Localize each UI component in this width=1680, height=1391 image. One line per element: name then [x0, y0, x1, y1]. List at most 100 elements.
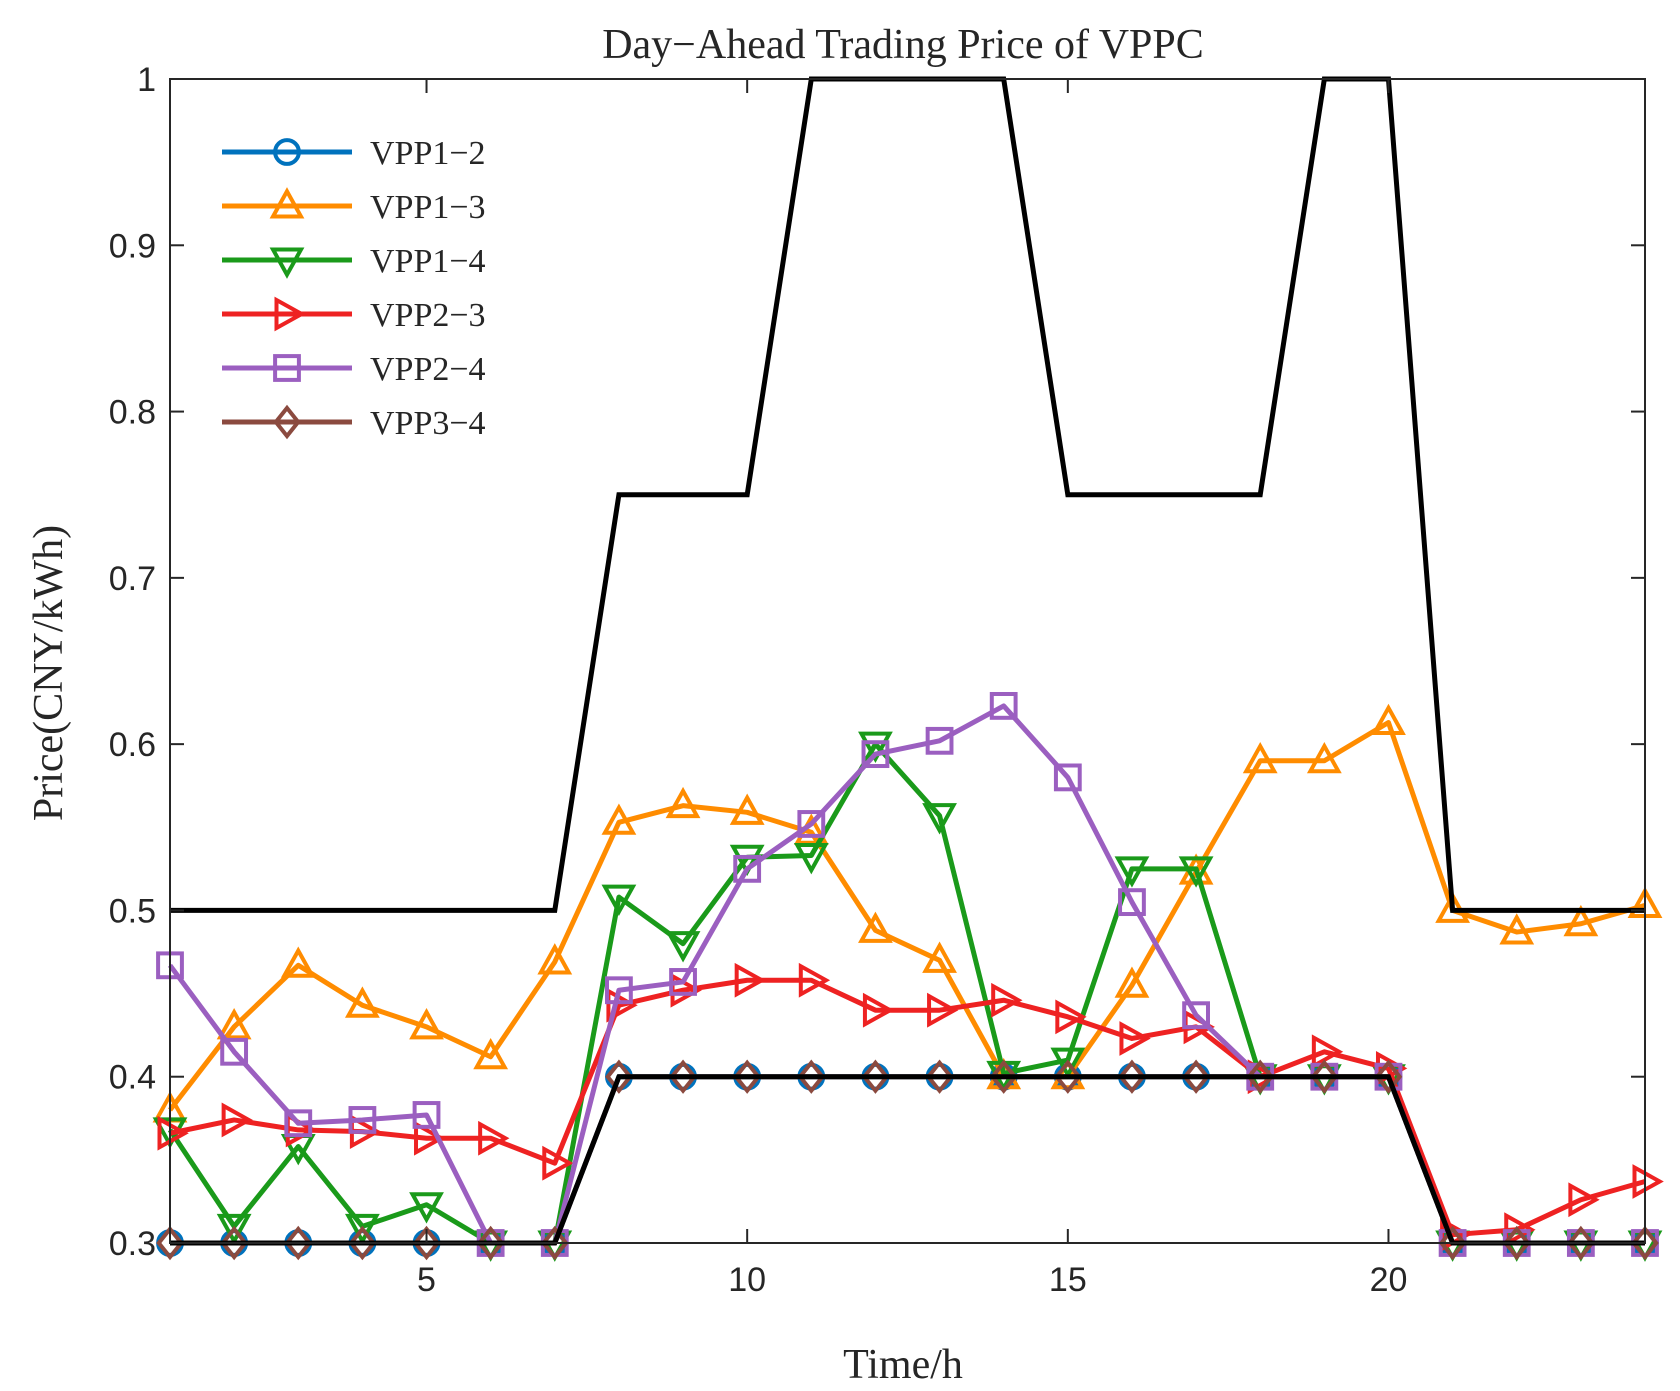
data-point	[1178, 856, 1214, 888]
data-point	[537, 943, 573, 975]
x-tick-label: 20	[1370, 1261, 1408, 1299]
data-point	[541, 1225, 569, 1261]
data-point	[476, 1225, 505, 1261]
legend-item: VPP1−2	[222, 135, 486, 172]
data-point	[409, 1192, 444, 1224]
data-point	[220, 1037, 249, 1066]
legend-marker	[273, 404, 301, 440]
data-point	[414, 1120, 446, 1156]
data-point	[216, 1008, 252, 1040]
data-point	[989, 691, 1018, 720]
data-point	[348, 1106, 377, 1134]
legend-item: VPP1−4	[222, 243, 486, 280]
data-point	[348, 1225, 377, 1261]
y-tick-label: 0.9	[109, 227, 156, 265]
legend-item: VPP2−3	[222, 296, 486, 334]
legend-marker	[273, 354, 301, 382]
data-point	[478, 1120, 510, 1156]
data-point	[729, 844, 765, 877]
legend-marker	[274, 296, 306, 332]
data-point	[542, 1145, 574, 1181]
legend-item: VPP3−4	[222, 404, 486, 442]
data-point	[1114, 966, 1150, 998]
legend-marker	[273, 138, 301, 166]
data-point	[1118, 1059, 1146, 1094]
data-point	[734, 962, 766, 998]
legend-marker	[269, 187, 305, 219]
data-point	[797, 810, 826, 838]
y-tick-label: 0.7	[109, 560, 156, 598]
data-point	[922, 803, 957, 835]
data-point	[1054, 1059, 1082, 1094]
data-point	[1055, 999, 1087, 1035]
data-point	[280, 946, 316, 978]
data-point	[925, 726, 954, 755]
data-point	[793, 843, 829, 875]
data-point	[665, 931, 701, 963]
data-point	[861, 1059, 890, 1094]
data-point	[1114, 856, 1150, 888]
y-tick-label: 0.3	[109, 1225, 156, 1263]
data-point	[1502, 1225, 1531, 1261]
data-point	[1119, 1021, 1151, 1056]
data-point	[412, 1225, 441, 1261]
data-point	[1374, 1059, 1403, 1094]
data-point	[862, 992, 895, 1028]
data-point	[665, 786, 701, 819]
data-point	[1050, 1047, 1086, 1079]
data-point	[797, 1059, 826, 1094]
y-tick-label: 0.4	[109, 1059, 156, 1097]
legend-label: VPP1−3	[370, 189, 486, 226]
data-point	[216, 1213, 252, 1246]
data-point	[1567, 1225, 1595, 1261]
data-point	[1118, 888, 1146, 917]
axes-box	[169, 78, 1646, 1244]
data-point	[1499, 913, 1535, 945]
data-point	[858, 911, 893, 943]
chart-title: Day−Ahead Trading Price of VPPC	[602, 22, 1204, 68]
data-point	[1568, 1182, 1600, 1218]
data-point	[669, 1059, 697, 1094]
legend-label: VPP1−4	[370, 243, 486, 280]
data-point	[344, 1213, 380, 1246]
data-point	[991, 982, 1023, 1018]
data-point	[601, 884, 637, 916]
y-axis-label: Price(CNY/kWh)	[26, 525, 72, 821]
x-tick-label: 10	[728, 1261, 766, 1299]
data-point	[412, 1101, 441, 1129]
data-point	[284, 1109, 313, 1138]
data-point	[1311, 1034, 1344, 1070]
data-point	[1563, 904, 1599, 937]
data-point	[1306, 741, 1342, 774]
data-point	[1631, 1225, 1659, 1261]
data-point	[1310, 1059, 1339, 1094]
legend-label: VPP2−4	[370, 351, 486, 388]
data-point	[157, 1115, 189, 1151]
x-axis-label: Time/h	[843, 1342, 963, 1388]
axis-ticks: 0.30.40.50.60.70.80.915 10 15 20	[109, 61, 1645, 1299]
data-point	[605, 1059, 633, 1094]
data-point	[606, 987, 638, 1023]
data-point	[601, 803, 637, 835]
data-point	[858, 731, 893, 763]
data-point	[221, 1102, 253, 1138]
legend-label: VPP1−2	[370, 135, 486, 172]
legend-marker	[269, 247, 305, 279]
data-point	[922, 941, 957, 973]
legend-label: VPP3−4	[370, 405, 486, 442]
y-tick-label: 0.6	[109, 726, 156, 764]
series-line	[168, 720, 1646, 1112]
data-point	[925, 1059, 954, 1094]
legend-item: VPP2−4	[222, 351, 486, 388]
data-point	[220, 1225, 248, 1261]
y-tick-label: 1	[137, 61, 156, 99]
data-point	[409, 1008, 444, 1040]
data-point	[156, 1225, 184, 1261]
data-point	[284, 1225, 313, 1261]
data-point	[733, 1059, 761, 1094]
data-point	[1242, 741, 1278, 774]
data-point	[1053, 763, 1082, 792]
data-point	[729, 793, 765, 825]
data-point	[1632, 1164, 1664, 1199]
